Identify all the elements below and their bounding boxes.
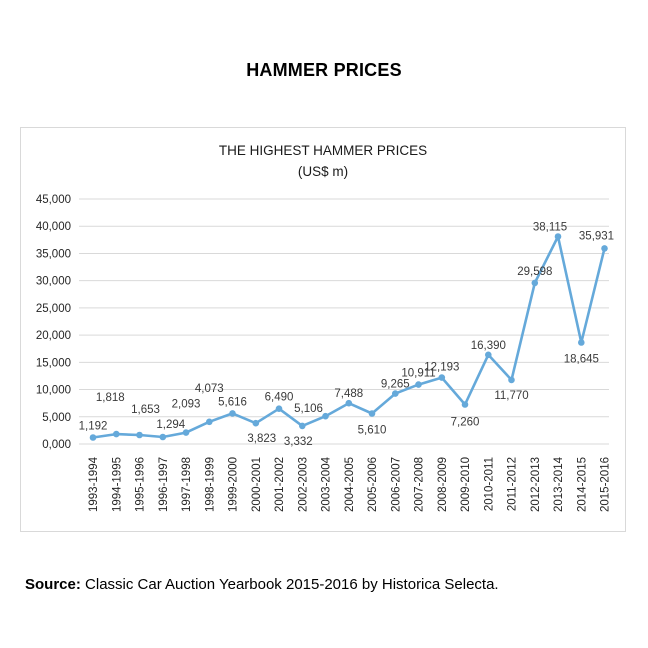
data-point-marker: [578, 339, 585, 346]
x-category-label: 1994-1995: [111, 457, 123, 512]
data-point-marker: [531, 279, 539, 287]
chart-subtitle: (US$ m): [297, 164, 349, 179]
data-point-label: 18,645: [564, 354, 599, 366]
data-point-label: 7,488: [334, 388, 363, 400]
source-label: Source:: [25, 576, 81, 593]
x-category-label: 2005-2006: [367, 457, 379, 512]
data-point-label: 2,093: [172, 399, 201, 411]
chart-frame: THE HIGHEST HAMMER PRICES (US$ m) 0,000 5…: [20, 127, 626, 532]
data-point-label: 5,616: [218, 396, 247, 408]
data-point-label: 1,294: [156, 419, 185, 431]
data-point-marker: [345, 399, 353, 407]
x-category-label: 2008-2009: [437, 457, 449, 512]
data-point-label: 5,610: [358, 425, 387, 437]
data-point-label: 16,390: [471, 340, 506, 352]
data-point-marker: [159, 433, 167, 441]
x-category-label: 2004-2005: [344, 457, 356, 512]
data-point-label: 11,770: [494, 390, 528, 402]
data-point-label: 3,332: [284, 436, 313, 448]
x-category-label: 1995-1996: [135, 457, 147, 512]
data-point-marker: [252, 419, 260, 427]
y-tick-label: 15,000: [36, 357, 71, 369]
x-category-label: 2000-2001: [251, 457, 263, 512]
y-tick-label: 25,000: [36, 303, 71, 315]
data-point-marker: [368, 410, 376, 417]
data-point-label: 1,653: [131, 404, 160, 416]
data-point-marker: [554, 233, 562, 240]
x-category-label: 2002-2003: [297, 457, 309, 512]
x-category-label: 1997-1998: [181, 457, 193, 512]
data-point-marker: [322, 412, 329, 420]
page-title: HAMMER PRICES: [246, 60, 402, 80]
x-category-label: 1999-2000: [228, 457, 240, 512]
data-point-marker: [182, 429, 190, 436]
data-point-marker: [485, 351, 492, 359]
data-point-marker: [415, 381, 422, 388]
x-category-label: 2012-2013: [530, 457, 542, 512]
chart-title-block: THE HIGHEST HAMMER PRICES (US$ m): [21, 140, 625, 182]
data-point-label: 6,490: [265, 392, 294, 404]
data-point-marker: [229, 410, 236, 417]
x-category-label: 2011-2012: [507, 457, 519, 511]
y-tick-label: 10,000: [36, 385, 71, 397]
x-category-label: 2010-2011: [483, 457, 495, 511]
data-point-label: 5,106: [294, 403, 323, 415]
x-category-label: 2006-2007: [390, 457, 402, 512]
y-tick-label: 35,000: [36, 248, 71, 260]
data-point-label: 1,818: [96, 392, 125, 404]
y-tick-label: 5,000: [42, 412, 71, 424]
data-point-label: 4,073: [195, 383, 224, 395]
data-point-marker: [438, 374, 446, 381]
data-point-marker: [508, 376, 515, 384]
y-tick-label: 20,000: [36, 330, 71, 342]
data-point-marker: [113, 430, 120, 438]
x-category-label: 1993-1994: [88, 456, 100, 512]
x-category-label: 2013-2014: [553, 456, 565, 512]
y-tick-label: 0,000: [42, 439, 71, 451]
x-category-label: 2003-2004: [321, 456, 333, 512]
data-point-marker: [601, 245, 608, 252]
x-category-label: 2015-2016: [600, 457, 612, 512]
x-category-label: 1996-1997: [158, 457, 170, 512]
x-category-label: 1998-1999: [204, 457, 216, 512]
source-note: Source: Classic Car Auction Yearbook 201…: [25, 576, 499, 593]
x-category-label: 2007-2008: [414, 457, 426, 512]
source-text: Classic Car Auction Yearbook 2015-2016 b…: [85, 576, 499, 593]
chart-title: THE HIGHEST HAMMER PRICES: [218, 143, 428, 158]
data-point-label: 12,193: [424, 362, 459, 374]
hammer-prices-line-chart: 0,000 5,000 10,000 15,000 20,000 25,000 30,000…: [36, 194, 614, 512]
x-category-label: 2001-2002: [274, 457, 286, 512]
data-point-marker: [299, 422, 306, 430]
data-point-marker: [461, 401, 469, 408]
x-category-label: 2009-2010: [460, 457, 472, 512]
data-point-marker: [89, 434, 97, 441]
data-point-marker: [136, 431, 143, 439]
data-point-label: 7,260: [451, 417, 480, 429]
y-tick-label: 30,000: [36, 276, 71, 288]
data-point-label: 1,192: [79, 421, 108, 433]
data-point-label: 3,823: [247, 433, 276, 445]
data-point-label: 9,265: [381, 379, 410, 391]
data-point-label: 10,911: [401, 368, 435, 380]
data-point-marker: [206, 418, 213, 426]
y-tick-label: 40,000: [36, 221, 71, 233]
y-tick-label: 45,000: [36, 194, 71, 206]
data-point-label: 35,931: [579, 230, 614, 242]
data-point-label: 29,598: [517, 266, 552, 278]
x-category-label: 2014-2015: [576, 457, 588, 512]
data-point-marker: [392, 390, 399, 397]
data-point-marker: [275, 405, 283, 413]
data-point-label: 38,115: [533, 222, 567, 234]
